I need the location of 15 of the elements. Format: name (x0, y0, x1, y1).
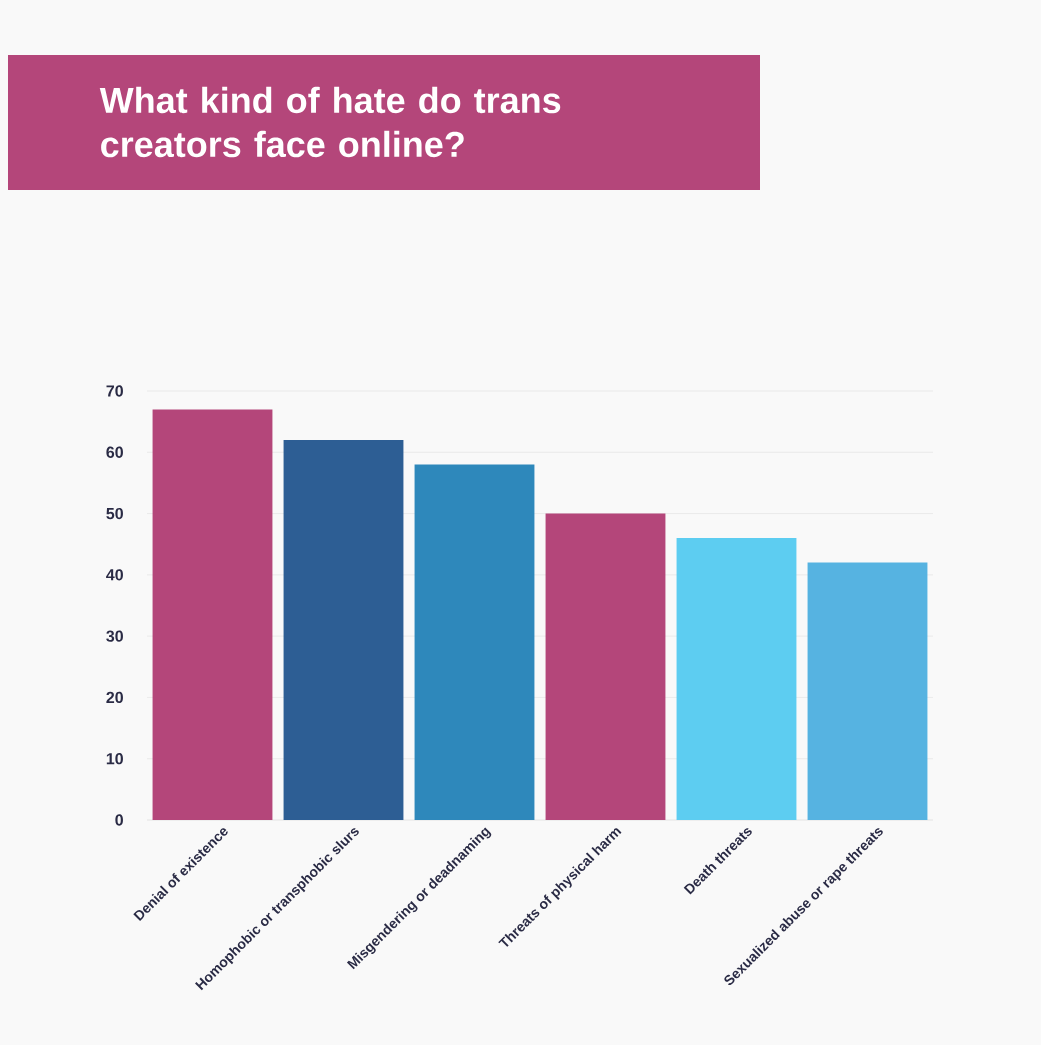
bar (152, 409, 273, 820)
chart-title: What kind of hate do trans creators face online? (99, 86, 561, 158)
y-tick-label: 70 (106, 385, 123, 397)
y-tick-label: 30 (106, 630, 123, 642)
y-tick-label: 60 (106, 446, 123, 458)
y-tick-label: 40 (106, 569, 123, 581)
bar (545, 513, 666, 820)
y-tick-label: 0 (115, 814, 123, 826)
bar (807, 562, 928, 820)
y-tick-label: 10 (106, 753, 123, 765)
bar (676, 538, 797, 820)
bar (414, 464, 535, 820)
y-tick-label: 20 (106, 691, 123, 704)
y-tick-label: 50 (106, 507, 123, 520)
bar (283, 440, 404, 820)
